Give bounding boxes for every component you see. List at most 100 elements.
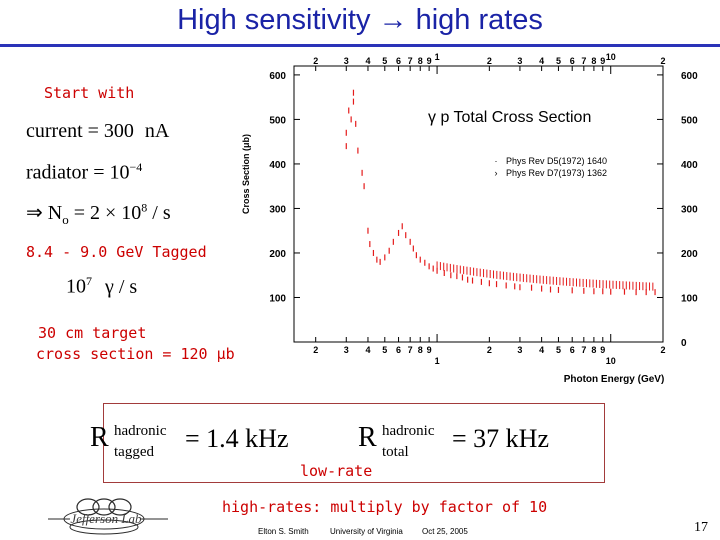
y-tick-label-right: 100 <box>681 293 698 304</box>
y-tick-label-right: 400 <box>681 160 698 171</box>
legend-marker: › <box>495 168 498 178</box>
x-tick-label-bottom: 8 <box>591 345 596 355</box>
x-tick-label-bottom: 2 <box>487 345 492 355</box>
radiator-label: radiator <box>26 161 89 184</box>
y-tick-label-left: 200 <box>269 249 286 260</box>
flux-exponent: 8 <box>141 200 148 215</box>
tagged-rate: 107 γ / s <box>66 274 137 299</box>
x-tick-label-top: 10 <box>606 52 616 62</box>
x-tick-label-top: 6 <box>396 56 401 66</box>
x-tick-label-bottom: 4 <box>539 345 544 355</box>
flux-subscript: o <box>62 212 69 227</box>
x-tick-label-bottom: 6 <box>396 345 401 355</box>
x-tick-label-top: 8 <box>591 56 596 66</box>
x-tick-label-top: 7 <box>408 56 413 66</box>
implies-symbol: ⇒ <box>26 202 43 224</box>
tagged-exponent: 7 <box>86 274 92 288</box>
x-tick-label-bottom: 9 <box>427 345 432 355</box>
x-tick-label-top: 4 <box>365 56 370 66</box>
x-tick-label-top: 9 <box>427 56 432 66</box>
legend-marker: · <box>495 156 498 166</box>
logo-text: Jefferson Lab <box>70 511 142 526</box>
current-equals: = 300 <box>87 120 134 142</box>
r-total-sub: total <box>382 444 409 460</box>
x-tick-label-bottom: 3 <box>517 345 522 355</box>
footer-author: Elton S. Smith <box>258 527 309 536</box>
x-tick-label-top: 3 <box>517 56 522 66</box>
high-rates-note: high-rates: multiply by factor of 10 <box>222 498 548 516</box>
x-tick-label-bottom: 9 <box>600 345 605 355</box>
low-rate-label: low-rate <box>300 462 373 480</box>
current-unit: nA <box>144 120 170 142</box>
y-tick-label-left: 300 <box>269 204 286 215</box>
tagged-base: 10 <box>66 275 86 298</box>
y-tick-label-right: 200 <box>681 249 698 260</box>
r-tagged-sup: hadronic <box>114 423 167 439</box>
y-tick-label-left: 100 <box>269 293 286 304</box>
total-rate-formula: R <box>358 422 377 454</box>
y-tick-label-right: 500 <box>681 115 698 126</box>
x-tick-label-top: 5 <box>556 56 561 66</box>
r-tagged-value: = 1.4 kHz <box>185 424 289 453</box>
start-with-label: Start with <box>44 84 135 102</box>
r-tagged-symbol: R <box>90 422 109 453</box>
x-tick-label-top: 6 <box>570 56 575 66</box>
tagged-rate-formula: R <box>90 422 109 454</box>
x-tick-label-bottom: 8 <box>418 345 423 355</box>
x-tick-label-top: 4 <box>539 56 544 66</box>
y-tick-label-right: 0 <box>681 338 687 349</box>
y-axis-label: Cross Section (μb) <box>241 134 251 214</box>
y-tick-label-right: 300 <box>681 204 698 215</box>
legend-label: Phys Rev D5(1972) 1640 <box>506 156 607 166</box>
current-label: current <box>26 120 83 142</box>
y-tick-label-left: 600 <box>269 71 286 82</box>
x-tick-label-top: 2 <box>313 56 318 66</box>
legend-label: Phys Rev D7(1973) 1362 <box>506 168 607 178</box>
y-tick-label-left: 500 <box>269 115 286 126</box>
x-tick-label-bottom: 7 <box>581 345 586 355</box>
r-tagged-sub: tagged <box>114 444 154 460</box>
chart-title: γ p Total Cross Section <box>428 109 591 126</box>
flux-equals: = 2 × 10 <box>73 202 142 224</box>
x-tick-label-bottom: 10 <box>606 356 616 366</box>
target-line-2: cross section = 120 μb <box>36 345 235 363</box>
x-tick-label-top: 3 <box>344 56 349 66</box>
x-tick-label-bottom: 3 <box>344 345 349 355</box>
title-underline <box>0 44 720 47</box>
x-tick-label-top: 5 <box>382 56 387 66</box>
radiator-exponent: −4 <box>129 160 143 174</box>
x-tick-label-bottom: 7 <box>408 345 413 355</box>
radiator-formula: radiator = 10−4 <box>26 160 142 185</box>
page-number: 17 <box>694 520 708 535</box>
footer-institution: University of Virginia <box>330 527 403 536</box>
x-tick-label-top: 9 <box>600 56 605 66</box>
x-tick-label-bottom: 2 <box>313 345 318 355</box>
x-tick-label-bottom: 1 <box>435 356 440 366</box>
x-axis-label: Photon Energy (GeV) <box>564 374 665 385</box>
target-line-1: 30 cm target <box>38 324 147 342</box>
cross-section-chart: 100 200 300 400 500 600 0 100 200 300 400 500 600 2 3 4… <box>241 52 698 385</box>
x-tick-label-top: 2 <box>487 56 492 66</box>
x-tick-label-top: 7 <box>581 56 586 66</box>
current-formula: current = 300 nA <box>26 120 169 143</box>
x-tick-label-top: 1 <box>435 52 440 62</box>
x-tick-label-top: 8 <box>418 56 423 66</box>
tagged-unit: γ / s <box>105 275 138 298</box>
x-tick-label-top: 2 <box>660 56 665 66</box>
r-total-value: = 37 kHz <box>452 424 549 453</box>
jefferson-lab-logo: Jefferson Lab <box>48 498 168 535</box>
r-total-symbol: R <box>358 422 377 453</box>
rate-formula-box <box>103 403 605 483</box>
flux-formula: ⇒ No = 2 × 108 / s <box>26 200 171 228</box>
tagged-label: 8.4 - 9.0 GeV Tagged <box>26 243 207 261</box>
footer-date: Oct 25, 2005 <box>422 527 468 536</box>
x-tick-label-bottom: 6 <box>570 345 575 355</box>
x-tick-label-bottom: 2 <box>660 345 665 355</box>
y-tick-label-left: 400 <box>269 160 286 171</box>
flux-symbol: N <box>47 202 63 224</box>
slide-title: High sensitivity → high rates <box>177 4 543 36</box>
x-tick-label-bottom: 4 <box>365 345 370 355</box>
x-tick-label-bottom: 5 <box>382 345 387 355</box>
radiator-equals: = 10 <box>93 161 130 184</box>
plot-frame <box>293 65 664 343</box>
